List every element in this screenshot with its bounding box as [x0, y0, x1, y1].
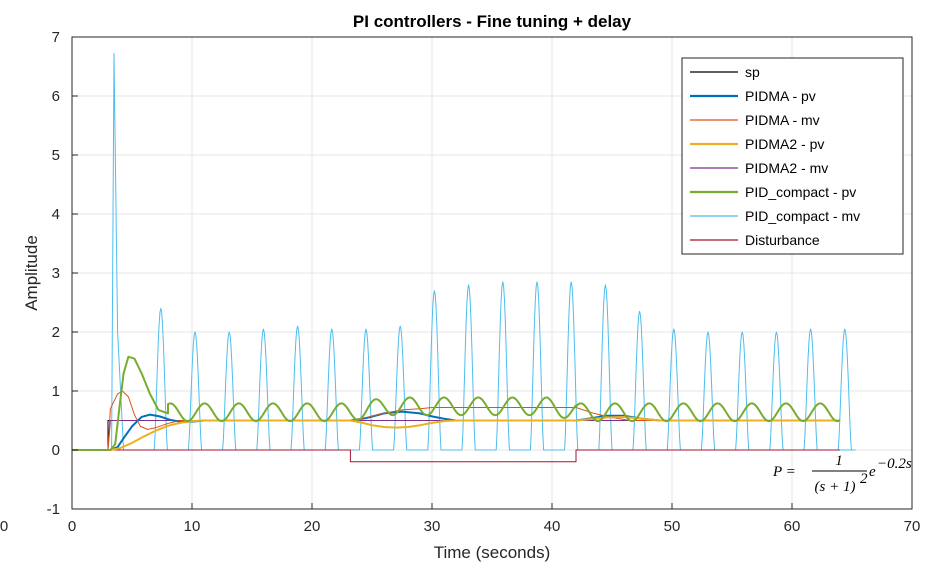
legend-label: Disturbance	[745, 232, 820, 248]
legend-box	[681, 57, 904, 255]
y-tick-label: 6	[52, 88, 60, 105]
formula-den-exponent: 2	[860, 471, 868, 487]
formula-numerator: 1	[835, 453, 843, 469]
x-tick-label: 30	[424, 518, 441, 535]
legend-label: PIDMA - mv	[745, 112, 820, 128]
series-line-pid-compact-mv	[72, 53, 856, 451]
formula-denominator: (s + 1)	[815, 479, 856, 495]
formula-exponent: −0.2s	[877, 456, 912, 472]
series-line-pid-compact-pv	[72, 355, 841, 451]
y-tick-label: 7	[52, 29, 60, 46]
series-layer	[72, 53, 856, 463]
y-tick-label: 3	[52, 265, 60, 282]
x-tick-label: 50	[664, 518, 681, 535]
x-tick-label: 40	[544, 518, 561, 535]
x-tick-label: 20	[304, 518, 321, 535]
y-tick-label: 5	[52, 147, 60, 164]
y-axis-label: Amplitude	[22, 235, 41, 311]
legend-label: PIDMA2 - mv	[745, 160, 828, 176]
legend-label: PID_compact - pv	[745, 184, 856, 200]
series-line-pidma2-pv	[72, 415, 840, 451]
y-tick-label: 4	[52, 206, 60, 223]
x-tick-label-extra: 0	[0, 518, 8, 535]
legend-label: sp	[745, 64, 760, 80]
chart-title: PI controllers - Fine tuning + delay	[353, 12, 632, 31]
x-tick-label: 70	[904, 518, 921, 535]
y-tick-label: 2	[52, 324, 60, 341]
formula-base: e	[869, 464, 876, 480]
formula-annotation: P = 1 (s + 1) 2 e −0.2s	[772, 453, 912, 495]
series-line-disturbance	[72, 449, 840, 463]
legend-label: PIDMA2 - pv	[745, 136, 824, 152]
ticks: 0 10 20 30 40 50 60 70 -1 0 1 2 3 4 5 6 7	[47, 29, 921, 535]
legend: sp PIDMA - pv PIDMA - mv PIDMA2 - pv PIDMA2 …	[681, 57, 904, 255]
x-tick-label: 10	[184, 518, 201, 535]
y-tick-label: -1	[47, 501, 60, 518]
y-tick-label: 1	[52, 383, 60, 400]
y-tick-label: 0	[52, 442, 60, 459]
x-tick-label: 60	[784, 518, 801, 535]
x-tick-label: 0	[68, 518, 76, 535]
x-axis-label: Time (seconds)	[434, 543, 551, 562]
legend-label: PID_compact - mv	[745, 208, 860, 224]
legend-label: PIDMA - pv	[745, 88, 816, 104]
formula-lhs: P =	[772, 464, 796, 480]
